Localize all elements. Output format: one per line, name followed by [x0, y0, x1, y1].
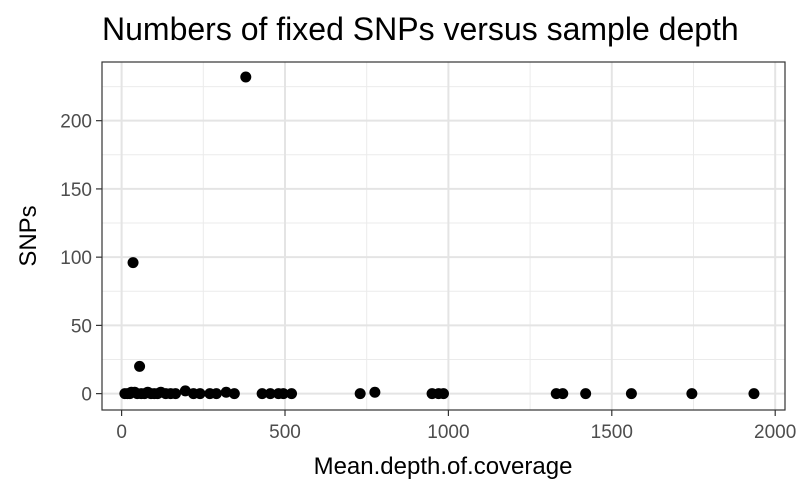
- plot-panel: [102, 62, 785, 410]
- data-point: [240, 71, 252, 83]
- x-tick-label: 2000: [754, 422, 796, 443]
- x-axis-ticks: 0 500 1000 1500 2000: [116, 410, 796, 443]
- data-point: [277, 388, 289, 400]
- data-point: [686, 388, 698, 400]
- data-point: [210, 388, 222, 400]
- data-point: [438, 388, 449, 400]
- data-point: [127, 257, 139, 269]
- x-tick-label: 1000: [427, 422, 469, 443]
- data-point: [170, 388, 182, 400]
- chart-title: Numbers of fixed SNPs versus sample dept…: [102, 11, 739, 47]
- y-axis-title: SNPs: [15, 205, 42, 266]
- data-point: [220, 386, 232, 398]
- x-tick-label: 1500: [591, 422, 633, 443]
- data-point: [625, 388, 637, 400]
- y-axis-ticks: 0 50 100 150 200: [60, 112, 102, 406]
- data-point: [228, 388, 240, 400]
- data-point: [194, 388, 206, 400]
- data-point: [286, 388, 298, 400]
- y-tick-label: 200: [60, 112, 92, 133]
- data-point: [748, 388, 760, 400]
- grid-lines: [102, 62, 785, 410]
- plot-border: [101, 61, 786, 411]
- y-tick-label: 100: [60, 248, 92, 269]
- x-tick-label: 500: [269, 422, 301, 443]
- data-point: [557, 388, 569, 400]
- data-point: [134, 360, 146, 372]
- data-point: [264, 388, 276, 400]
- data-point: [256, 388, 268, 400]
- x-tick-label: 0: [116, 422, 127, 443]
- data-point: [580, 388, 592, 400]
- y-tick-label: 50: [71, 316, 92, 337]
- data-point: [369, 386, 381, 398]
- y-tick-label: 0: [81, 385, 92, 406]
- x-axis-title: Mean.depth.of.coverage: [314, 453, 573, 480]
- y-tick-label: 150: [60, 180, 92, 201]
- data-points: [119, 71, 760, 400]
- data-point: [354, 388, 366, 400]
